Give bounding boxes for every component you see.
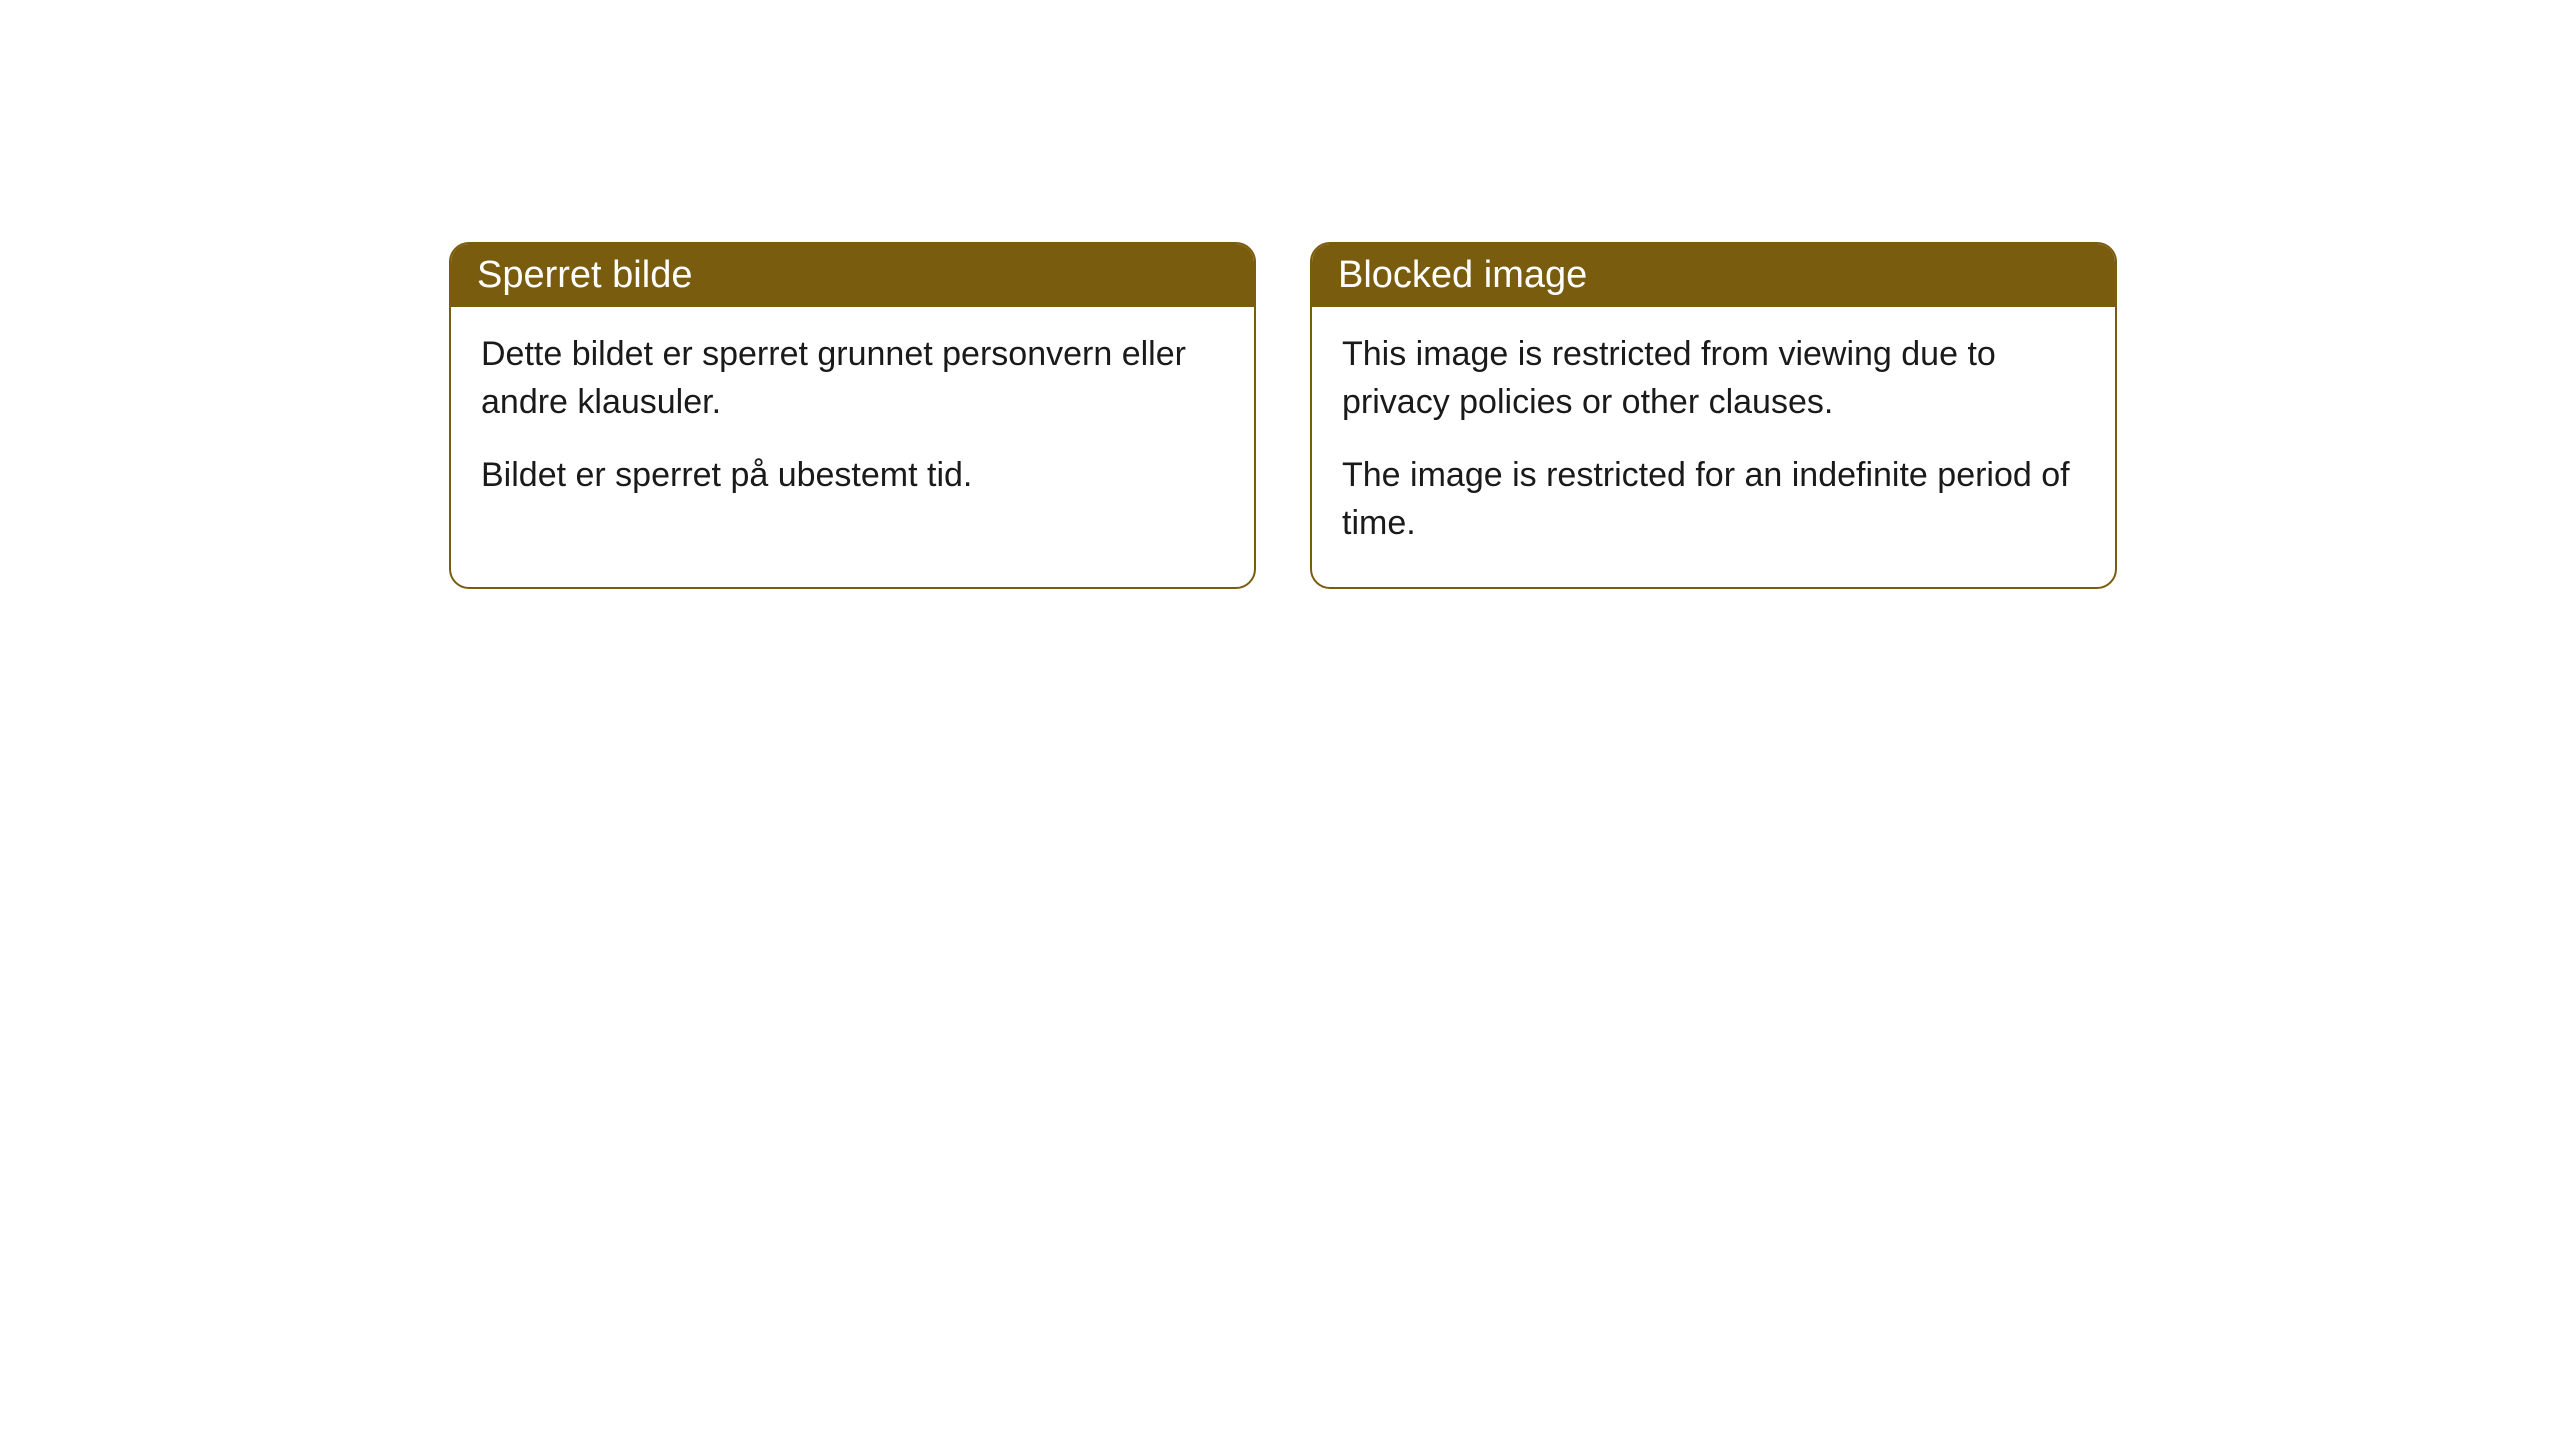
card-title: Blocked image bbox=[1338, 254, 1587, 296]
blocked-image-card-english: Blocked image This image is restricted f… bbox=[1310, 242, 2117, 589]
card-body-english: This image is restricted from viewing du… bbox=[1312, 307, 2115, 587]
blocked-image-card-norwegian: Sperret bilde Dette bildet er sperret gr… bbox=[449, 242, 1256, 589]
card-header-english: Blocked image bbox=[1312, 244, 2115, 307]
card-title: Sperret bilde bbox=[477, 254, 692, 296]
card-header-norwegian: Sperret bilde bbox=[451, 244, 1254, 307]
notice-text-1: This image is restricted from viewing du… bbox=[1342, 331, 2085, 426]
notice-text-2: Bildet er sperret på ubestemt tid. bbox=[481, 452, 1224, 500]
notice-text-2: The image is restricted for an indefinit… bbox=[1342, 452, 2085, 547]
card-body-norwegian: Dette bildet er sperret grunnet personve… bbox=[451, 307, 1254, 540]
notice-text-1: Dette bildet er sperret grunnet personve… bbox=[481, 331, 1224, 426]
notice-cards-container: Sperret bilde Dette bildet er sperret gr… bbox=[449, 242, 2117, 589]
